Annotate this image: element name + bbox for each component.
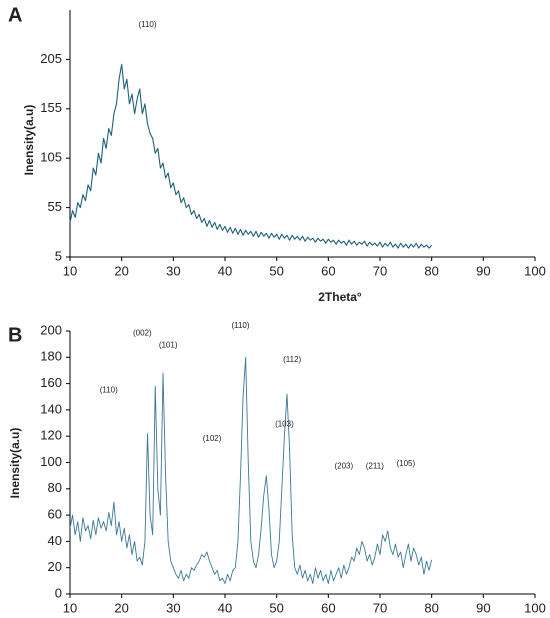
x-tick-label: 100: [524, 263, 546, 278]
x-axis-title: 2Theta°: [318, 290, 362, 304]
x-tick-label: 90: [476, 600, 490, 615]
x-tick-label: 50: [269, 263, 283, 278]
annotation: (002): [133, 329, 152, 338]
data-line: [69, 356, 433, 584]
x-tick-label: 60: [321, 600, 335, 615]
panel-label: A: [8, 4, 22, 26]
x-tick-label: 10: [63, 263, 77, 278]
x-tick-label: 50: [269, 600, 283, 615]
x-tick-label: 20: [114, 263, 128, 278]
y-tick-label: 100: [40, 454, 62, 469]
y-tick-label: 205: [40, 51, 62, 66]
x-tick-label: 80: [424, 600, 438, 615]
y-tick-label: 140: [40, 401, 62, 416]
annotation: (105): [396, 459, 415, 468]
panel-label: B: [8, 324, 22, 346]
y-tick-label: 155: [40, 100, 62, 115]
y-tick-label: 80: [48, 480, 62, 495]
y-tick-label: 180: [40, 349, 62, 364]
annotation: (203): [334, 462, 353, 471]
y-tick-label: 20: [48, 559, 62, 574]
x-tick-label: 30: [166, 263, 180, 278]
x-tick-label: 40: [218, 263, 232, 278]
data-line: [69, 63, 433, 249]
x-tick-label: 70: [373, 263, 387, 278]
x-tick-label: 100: [524, 600, 546, 615]
y-tick-label: 120: [40, 428, 62, 443]
x-tick-label: 40: [218, 600, 232, 615]
x-tick-label: 10: [63, 600, 77, 615]
y-tick-label: 160: [40, 375, 62, 390]
y-tick-label: 40: [48, 533, 62, 548]
annotation: (211): [366, 462, 384, 471]
x-tick-label: 90: [476, 263, 490, 278]
y-tick-label: 200: [40, 322, 62, 337]
x-tick-label: 70: [373, 600, 387, 615]
y-tick-label: 60: [48, 507, 62, 522]
x-tick-label: 30: [166, 600, 180, 615]
annotation: (110): [231, 321, 249, 330]
y-tick-label: 5: [55, 248, 62, 263]
annotation: (101): [159, 341, 178, 350]
y-tick-label: 0: [55, 585, 62, 600]
y-axis-title: Inensity(a.u): [22, 105, 36, 176]
x-tick-label: 60: [321, 263, 335, 278]
annotation: (110): [100, 385, 118, 394]
annotation: (102): [203, 434, 222, 443]
annotation: (112): [283, 355, 301, 364]
x-tick-label: 20: [114, 600, 128, 615]
annotation: (110): [138, 20, 156, 29]
y-tick-label: 55: [48, 199, 62, 214]
x-tick-label: 80: [424, 263, 438, 278]
y-tick-label: 105: [40, 150, 62, 165]
annotation: (103): [275, 419, 294, 428]
y-axis-title: Inensity(a.u): [8, 428, 22, 499]
